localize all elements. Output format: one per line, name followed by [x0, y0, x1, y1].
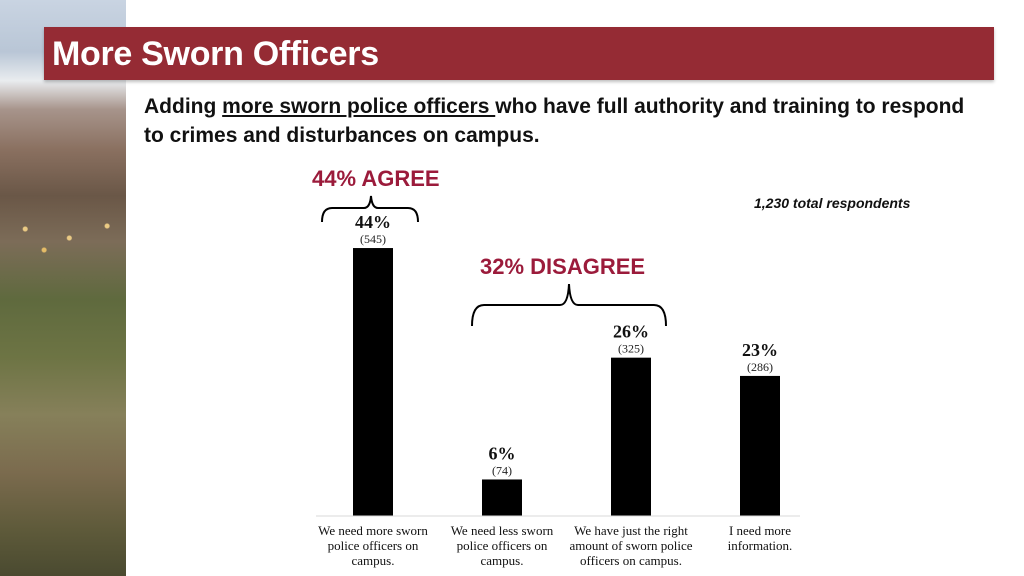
bar-count-label: (545): [360, 232, 386, 246]
campus-photo: [0, 0, 126, 576]
bar-value-label: 6%: [489, 443, 516, 463]
question-text: Adding more sworn police officers who ha…: [144, 92, 984, 150]
agree-label: 44% AGREE: [312, 166, 440, 191]
category-label: police officers on: [457, 538, 548, 553]
category-label: campus.: [481, 553, 524, 568]
category-label: information.: [728, 538, 793, 553]
bar-1: [353, 248, 393, 517]
category-label: We need less sworn: [451, 523, 554, 538]
question-post: who have full authority and training to …: [144, 95, 965, 147]
category-label: I need more: [729, 523, 791, 538]
category-label: We have just the right: [574, 523, 688, 538]
category-label: campus.: [352, 553, 395, 568]
bar-value-label: 23%: [742, 340, 778, 360]
title-bar: More Sworn Officers: [44, 27, 994, 80]
disagree-label: 32% DISAGREE: [480, 254, 646, 279]
respondents-note: 1,230 total respondents: [754, 195, 911, 211]
bar-2: [482, 479, 522, 516]
bar-count-label: (325): [618, 342, 644, 356]
category-label: police officers on: [328, 538, 419, 553]
bar-count-label: (286): [747, 360, 773, 374]
bar-value-label: 44%: [355, 212, 391, 232]
bar-4: [740, 375, 780, 516]
question-pre: Adding: [144, 95, 223, 118]
bar-count-label: (74): [492, 463, 512, 477]
bar-value-label: 26%: [613, 322, 649, 342]
agree-brace: [321, 195, 419, 223]
page-title: More Sworn Officers: [52, 35, 379, 73]
category-label: amount of sworn police: [569, 538, 692, 553]
disagree-brace: [471, 283, 667, 327]
question-underlined: more sworn police officers: [222, 95, 496, 118]
city-lights: [0, 205, 126, 265]
bar-3: [611, 357, 651, 516]
category-label: officers on campus.: [580, 553, 682, 568]
category-label: We need more sworn: [318, 523, 428, 538]
